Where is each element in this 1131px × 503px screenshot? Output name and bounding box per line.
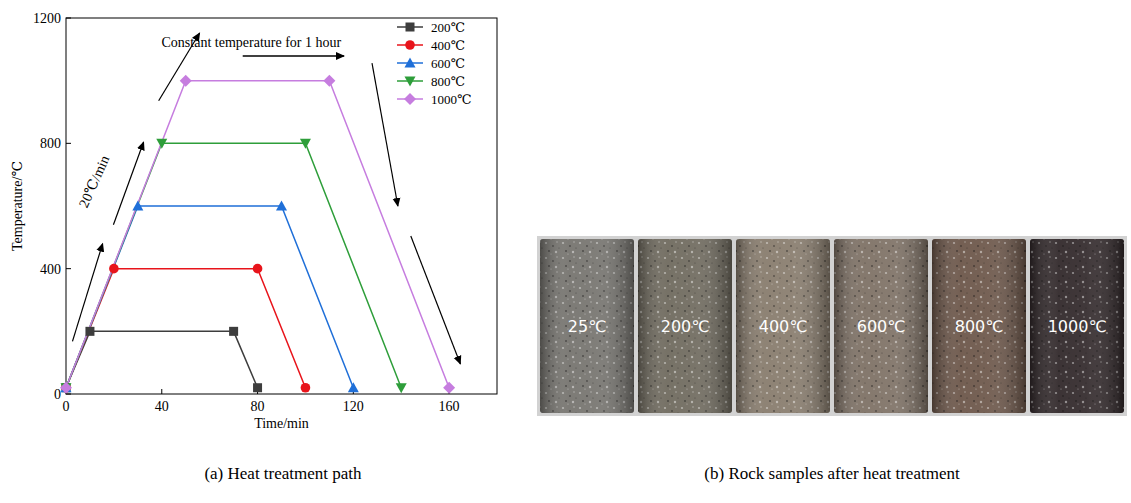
legend-label: 400℃ — [431, 38, 465, 53]
x-tick-label: 0 — [63, 399, 70, 414]
marker — [276, 201, 287, 211]
annotation-arrow — [113, 142, 143, 225]
sample-label: 1000℃ — [1048, 317, 1107, 336]
rock-sample — [540, 239, 634, 413]
legend-label: 1000℃ — [431, 92, 472, 107]
rock-shade — [1030, 239, 1124, 413]
marker — [396, 383, 407, 393]
marker — [300, 139, 311, 149]
rock-texture — [834, 239, 928, 413]
panel-a: 0 40 80 120 160 0 400 800 1200 Time/min Temperatur… — [10, 11, 497, 431]
marker — [132, 201, 143, 211]
marker — [85, 327, 94, 336]
plot-frame — [66, 18, 497, 394]
rock-texture — [540, 239, 634, 413]
legend-label: 600℃ — [431, 56, 465, 71]
annotation-arrow — [372, 63, 398, 206]
series-line — [66, 206, 353, 388]
sample-label: 600℃ — [857, 317, 906, 336]
annotation-arrow — [72, 244, 102, 342]
series-line — [66, 331, 258, 387]
y-tick — [66, 268, 71, 269]
caption: (a) Heat treatment path — [204, 464, 362, 483]
y-axis-title: Temperature/℃ — [10, 161, 25, 251]
legend-label: 800℃ — [431, 74, 465, 89]
marker — [60, 382, 72, 394]
marker — [348, 382, 359, 392]
series-line — [66, 269, 305, 388]
marker — [323, 75, 335, 87]
y-tick-label: 800 — [40, 136, 61, 151]
rock-texture — [1030, 239, 1124, 413]
annotation: Constant temperature for 1 hour — [162, 35, 342, 50]
photo-background — [537, 236, 1127, 416]
rock-sample — [834, 239, 928, 413]
rock-sample — [736, 239, 830, 413]
annotation-arrow — [159, 33, 200, 101]
rock-sample — [1030, 239, 1124, 413]
panel-b: 25℃ 200℃ 400℃ 600℃ 800℃ 1000℃ — [537, 236, 1127, 416]
rock-shade — [932, 239, 1026, 413]
y-tick — [66, 394, 71, 395]
series-line — [66, 143, 401, 387]
annotation-arrow — [243, 55, 344, 56]
legend-marker — [404, 93, 416, 105]
marker — [109, 264, 119, 274]
rock-shade — [834, 239, 928, 413]
legend: 200℃ 400℃ 600℃ 800℃ 1000℃ — [397, 20, 472, 107]
x-tick-label: 40 — [155, 399, 169, 414]
y-tick — [66, 143, 71, 144]
rock-sample — [638, 239, 732, 413]
x-tick — [161, 389, 162, 394]
caption: (b) Rock samples after heat treatment — [704, 464, 960, 483]
legend-marker — [405, 77, 416, 87]
marker — [443, 382, 455, 394]
sample-label: 800℃ — [955, 317, 1004, 336]
figure: 0 40 80 120 160 0 400 800 1200 Time/min Temperatur… — [0, 0, 1131, 503]
rock-shade — [736, 239, 830, 413]
rock-shade — [638, 239, 732, 413]
marker — [156, 139, 167, 149]
legend-marker — [405, 40, 415, 50]
y-tick — [66, 18, 71, 19]
sample-label: 25℃ — [568, 317, 606, 336]
series-markers — [60, 75, 455, 394]
series-line — [66, 81, 449, 388]
x-axis-title: Time/min — [254, 416, 309, 431]
marker — [229, 327, 238, 336]
marker — [253, 383, 262, 392]
rock-texture — [932, 239, 1026, 413]
sample-label: 200℃ — [661, 317, 710, 336]
x-tick-label: 120 — [343, 399, 364, 414]
annotation-arrow — [411, 236, 461, 364]
rock-texture — [638, 239, 732, 413]
sample-label: 400℃ — [759, 317, 808, 336]
y-tick-label: 0 — [54, 387, 61, 402]
rock-texture — [736, 239, 830, 413]
marker — [301, 383, 311, 393]
legend-marker — [406, 23, 415, 32]
x-tick-label: 80 — [251, 399, 265, 414]
legend-label: 200℃ — [431, 20, 465, 35]
legend-marker — [405, 58, 416, 68]
rock-shade — [540, 239, 634, 413]
rock-sample — [932, 239, 1026, 413]
y-tick-label: 400 — [40, 262, 61, 277]
annotation: 20℃/min — [76, 153, 112, 210]
y-tick-label: 1200 — [33, 11, 61, 26]
marker — [180, 75, 192, 87]
x-tick-label: 160 — [439, 399, 460, 414]
marker — [253, 264, 263, 274]
series-lines — [66, 81, 449, 388]
